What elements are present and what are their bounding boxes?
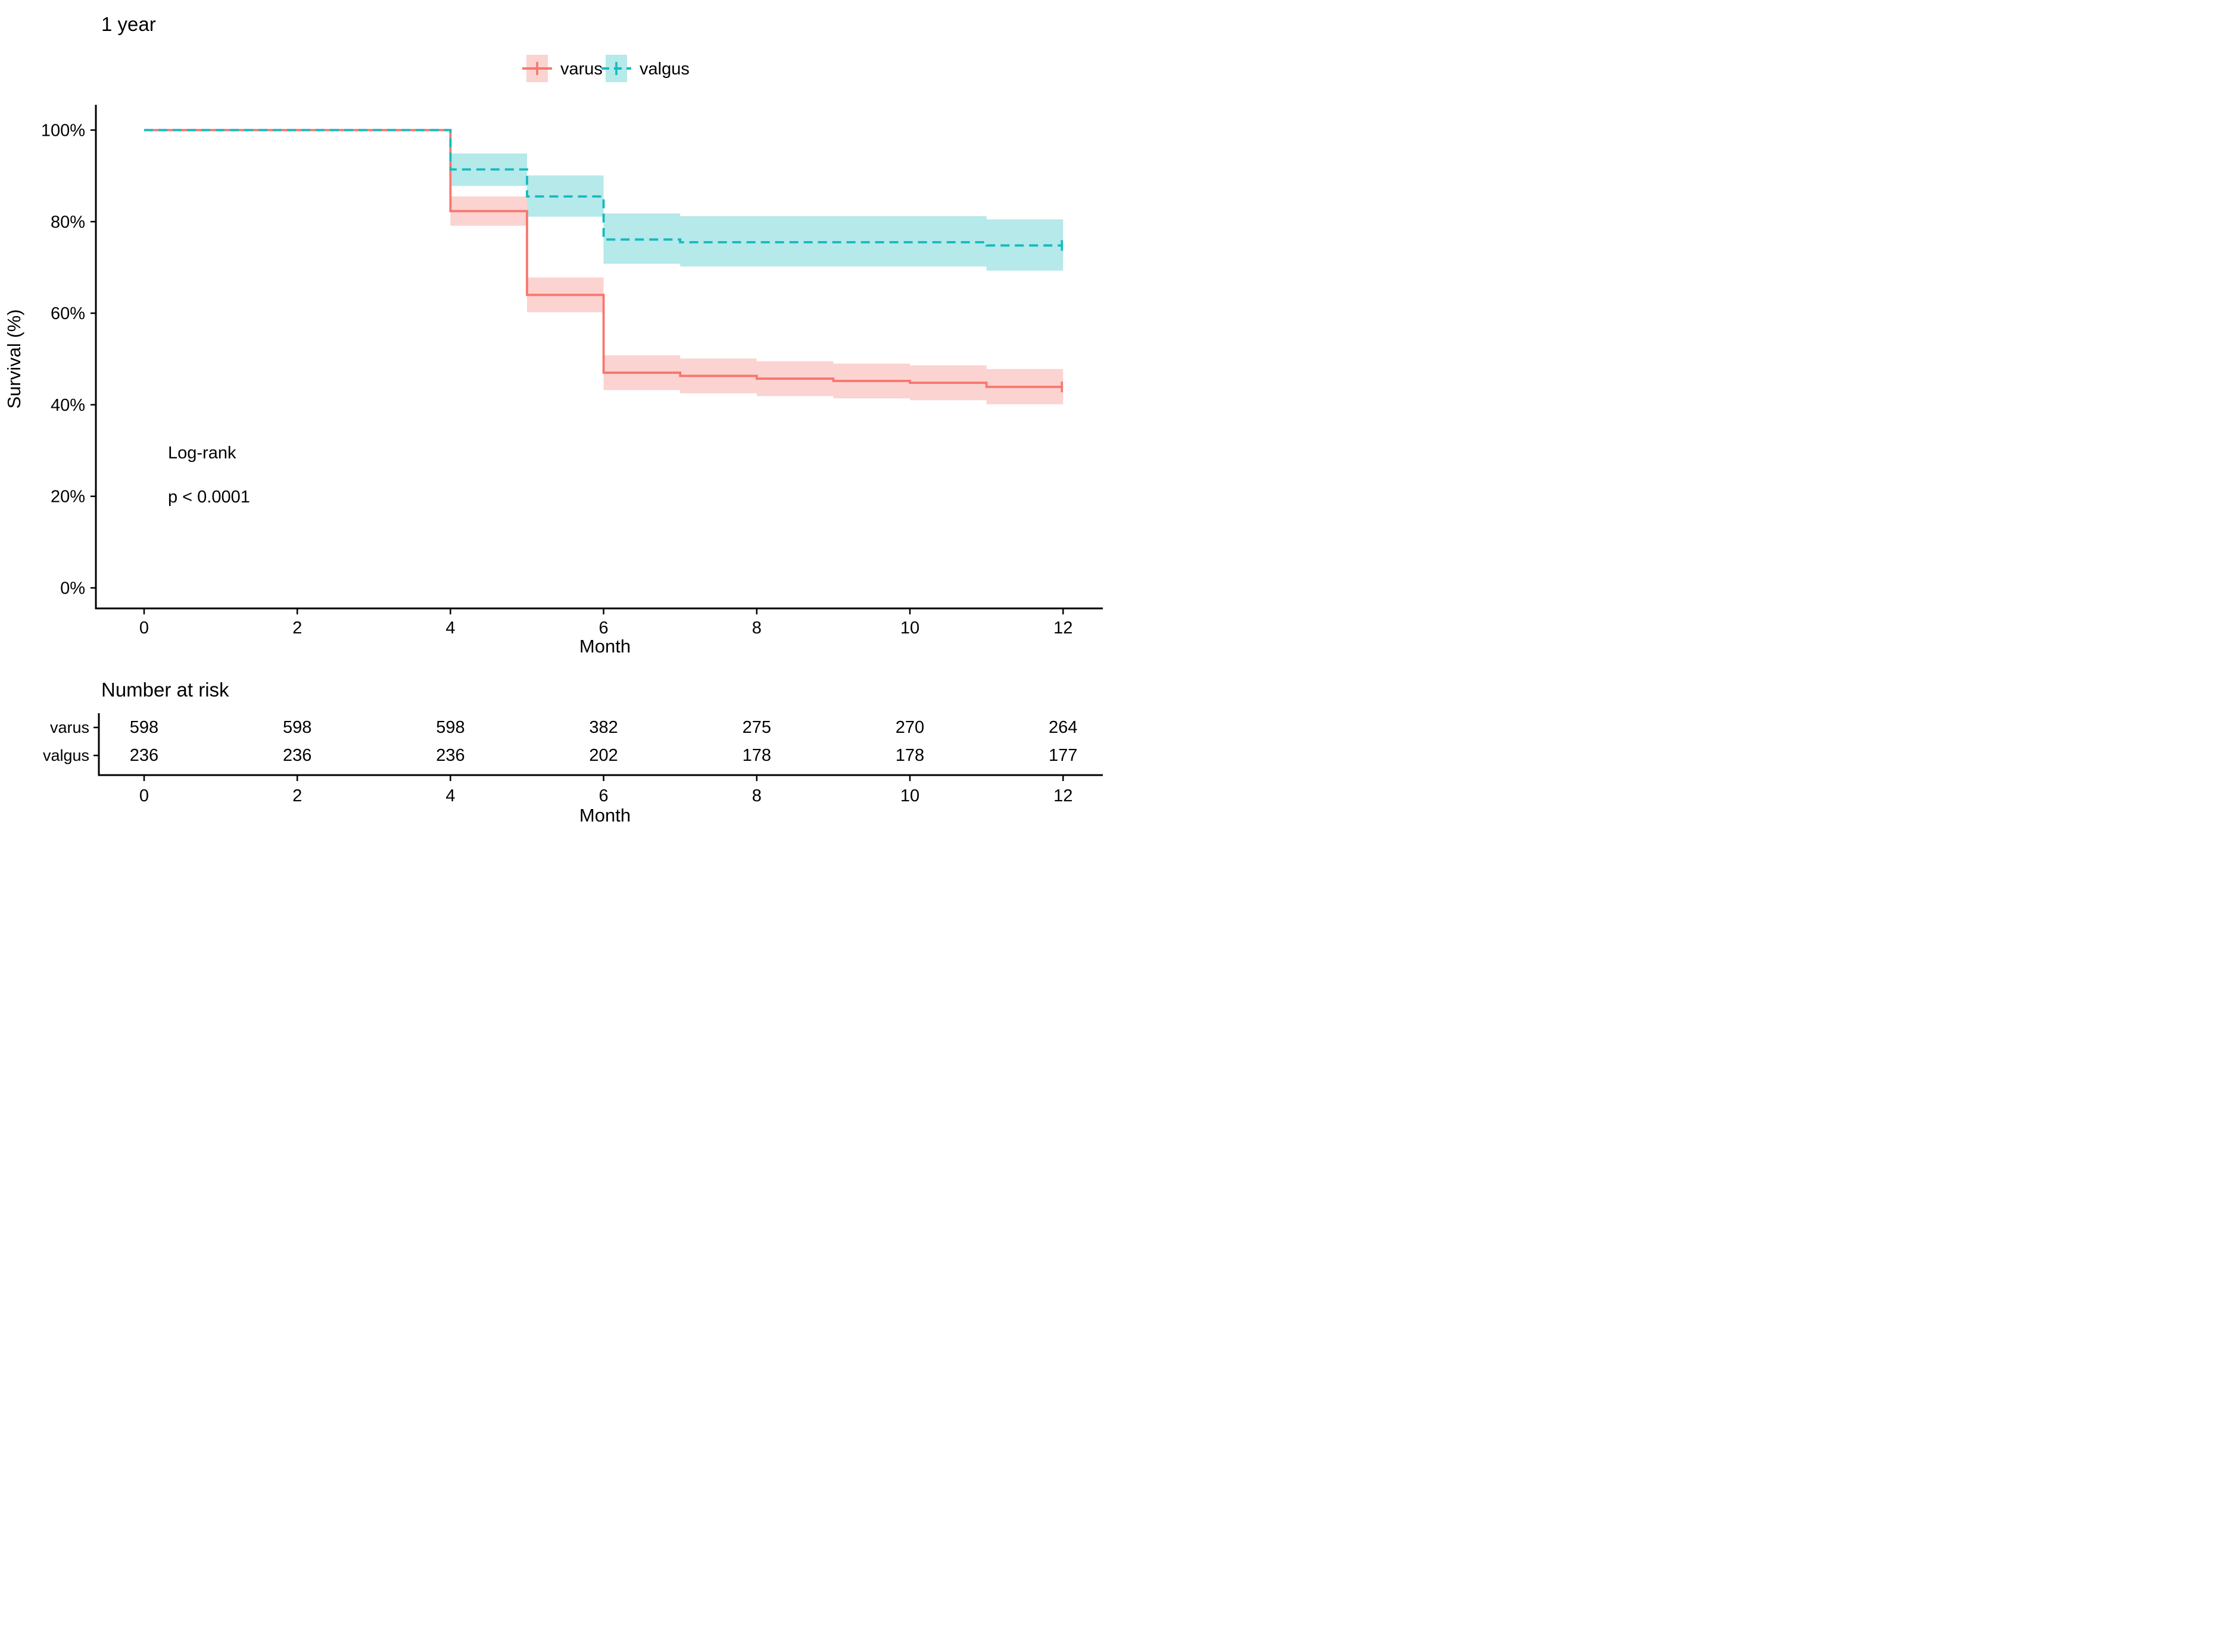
- risk-row-label-varus: varus: [50, 719, 89, 736]
- risk-value: 598: [130, 718, 158, 737]
- x-tick-label: 12: [1053, 619, 1072, 638]
- risk-row-label-valgus: valgus: [43, 747, 89, 764]
- risk-x-tick-label: 4: [445, 786, 455, 805]
- survival-step-lines: [144, 129, 1064, 388]
- risk-value: 178: [743, 746, 771, 765]
- risk-value: 382: [589, 718, 618, 737]
- confidence-ribbons: [450, 153, 1064, 405]
- y-tick-label: 100%: [41, 121, 85, 140]
- y-tick-label: 0%: [60, 579, 85, 598]
- x-tick-label: 6: [599, 619, 609, 638]
- legend-label-valgus: valgus: [640, 60, 690, 79]
- confidence-ribbon-valgus: [450, 153, 1064, 271]
- legend-label-varus: varus: [560, 60, 603, 79]
- x-tick-label: 0: [139, 619, 149, 638]
- risk-value: 264: [1049, 718, 1077, 737]
- survival-line-varus: [144, 129, 1064, 388]
- y-axis: 100% 80% 60% 40% 20% 0%: [41, 105, 97, 610]
- risk-table-values: 598 598 598 382 275 270 264 236 236 236 202 178 178 1…: [130, 718, 1078, 765]
- y-tick-label: 60%: [51, 304, 85, 323]
- confidence-ribbon-varus: [450, 196, 1064, 405]
- x-axis-ticks: 0 2 4 6 8 10 12: [139, 608, 1072, 638]
- y-tick-label: 80%: [51, 213, 85, 232]
- risk-value: 236: [283, 746, 311, 765]
- pvalue-annotation: p < 0.0001: [168, 488, 250, 507]
- plot-title: 1 year: [101, 13, 156, 35]
- risk-value: 598: [436, 718, 464, 737]
- risk-value: 270: [896, 718, 924, 737]
- x-axis-title: Month: [579, 636, 631, 657]
- x-tick-label: 10: [900, 619, 919, 638]
- risk-value: 236: [130, 746, 158, 765]
- risk-x-tick-label: 0: [139, 786, 149, 805]
- risk-table-header: Number at risk: [101, 679, 229, 701]
- risk-table-x-axis-title: Month: [579, 805, 631, 826]
- risk-value: 236: [436, 746, 464, 765]
- risk-x-tick-label: 12: [1053, 786, 1072, 805]
- risk-x-tick-label: 6: [599, 786, 609, 805]
- risk-table-x-axis-ticks: 0 2 4 6 8 10 12: [139, 775, 1072, 805]
- x-tick-label: 4: [445, 619, 455, 638]
- x-tick-label: 2: [292, 619, 302, 638]
- y-tick-label: 40%: [51, 396, 85, 415]
- y-axis-title: Survival (%): [4, 309, 24, 408]
- y-axis-ticks: 100% 80% 60% 40% 20% 0%: [41, 121, 96, 598]
- risk-value: 178: [896, 746, 924, 765]
- risk-value: 202: [589, 746, 618, 765]
- km-plot-canvas: 1 year varus valgus 100% 80% 60% 40% 20% 0% S…: [4, 13, 1103, 826]
- y-tick-label: 20%: [51, 488, 85, 507]
- risk-table: Number at risk varus valgus 598 598 598 382…: [43, 679, 1103, 826]
- x-axis: 0 2 4 6 8 10 12: [95, 607, 1103, 638]
- legend: varus valgus: [522, 55, 690, 82]
- risk-value: 598: [283, 718, 311, 737]
- survival-line-valgus: [144, 129, 1064, 247]
- x-tick-label: 8: [752, 619, 762, 638]
- risk-value: 177: [1049, 746, 1077, 765]
- risk-x-tick-label: 8: [752, 786, 762, 805]
- risk-x-tick-label: 2: [292, 786, 302, 805]
- logrank-annotation: Log-rank: [168, 444, 236, 463]
- risk-x-tick-label: 10: [900, 786, 919, 805]
- km-survival-figure: 1 year varus valgus 100% 80% 60% 40% 20% 0% S…: [0, 0, 1110, 826]
- risk-value: 275: [743, 718, 771, 737]
